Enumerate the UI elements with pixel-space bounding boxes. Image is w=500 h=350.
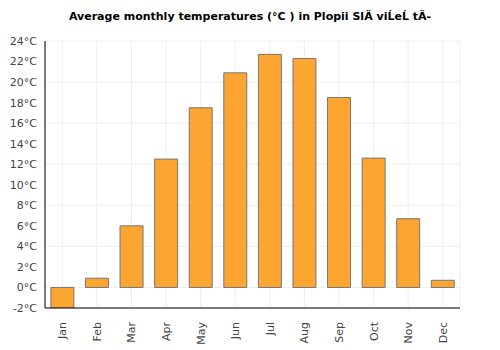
svg-text:10°C: 10°C	[10, 179, 37, 192]
svg-text:Jul: Jul	[264, 322, 277, 336]
svg-text:Apr: Apr	[160, 322, 173, 342]
svg-text:Feb: Feb	[91, 322, 104, 341]
svg-text:14°C: 14°C	[10, 138, 37, 151]
svg-text:Mar: Mar	[125, 322, 138, 343]
svg-text:Jun: Jun	[229, 322, 242, 340]
svg-text:24°C: 24°C	[10, 35, 37, 48]
svg-text:18°C: 18°C	[10, 97, 37, 110]
svg-text:22°C: 22°C	[10, 55, 37, 68]
svg-text:20°C: 20°C	[10, 76, 37, 89]
svg-text:Oct: Oct	[368, 321, 381, 341]
svg-text:May: May	[195, 322, 208, 345]
svg-text:-2°C: -2°C	[13, 302, 37, 315]
svg-text:8°C: 8°C	[17, 199, 37, 212]
svg-text:4°C: 4°C	[17, 240, 37, 253]
svg-text:16°C: 16°C	[10, 117, 37, 130]
svg-text:0°C: 0°C	[17, 281, 37, 294]
svg-text:Jan: Jan	[56, 322, 69, 340]
svg-text:Nov: Nov	[402, 322, 415, 344]
svg-text:6°C: 6°C	[17, 220, 37, 233]
html-text:Average monthly temperatures (: Average monthly temperatures (°C ) in Pl…	[68, 10, 432, 23]
svg-text:12°C: 12°C	[10, 158, 37, 171]
svg-text:Sep: Sep	[333, 322, 346, 343]
svg-text:Dec: Dec	[437, 322, 450, 343]
svg-text:Aug: Aug	[298, 322, 311, 343]
svg-text:2°C: 2°C	[17, 261, 37, 274]
